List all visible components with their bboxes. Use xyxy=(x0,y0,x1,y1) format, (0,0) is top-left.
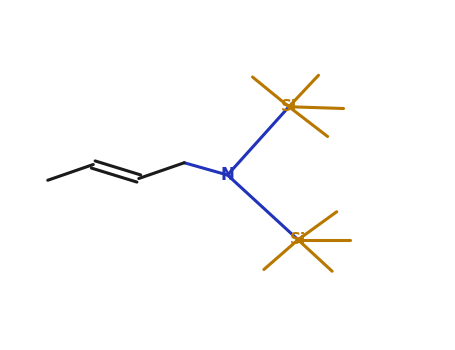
Text: Si: Si xyxy=(290,232,306,247)
Text: Si: Si xyxy=(281,99,297,114)
Text: N: N xyxy=(221,166,234,184)
